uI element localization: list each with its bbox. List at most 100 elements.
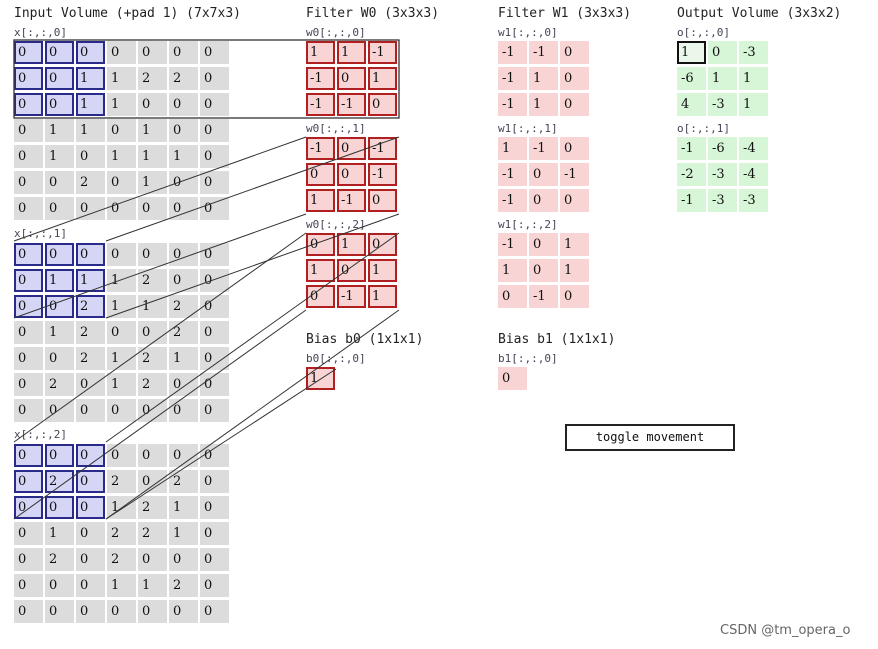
output-slice-1-cell: -3 (739, 189, 768, 212)
input-slice-1-cell: 1 (169, 347, 198, 370)
input-slice-0-cell: 0 (107, 119, 136, 142)
input-slice-2-cell: 0 (76, 522, 105, 545)
input-slice-2-cell: 0 (200, 522, 229, 545)
input-slice-1-cell: 0 (200, 269, 229, 292)
input-slice-1-cell: 0 (169, 269, 198, 292)
input-slice-1-cell: 0 (14, 347, 43, 370)
w1-slice-0-cell: -1 (529, 41, 558, 64)
input-slice-1-cell: 1 (76, 269, 105, 292)
input-slice-0-cell: 0 (14, 119, 43, 142)
input-slice-1-cell: 0 (200, 243, 229, 266)
w1-slice-0-cell: 1 (529, 93, 558, 116)
input-slice-1-cell: 0 (76, 399, 105, 422)
input-slice-1-cell: 0 (200, 399, 229, 422)
input-slice-1-cell: 2 (169, 321, 198, 344)
input-slice-2-cell: 1 (169, 496, 198, 519)
input-volume-title: Input Volume (+pad 1) (7x7x3) (14, 6, 241, 21)
input-slice-1-cell: 0 (138, 399, 167, 422)
input-slice-0-cell: 0 (169, 93, 198, 116)
w1-slice-2-cell: 0 (529, 259, 558, 282)
input-slice-0-cell: 0 (200, 119, 229, 142)
output-slice-1-cell: -4 (739, 137, 768, 160)
output-slice-0-cell: 1 (677, 41, 706, 64)
w1-slice-2-cell: 1 (560, 259, 589, 282)
w0-slice-1-cell: 1 (306, 189, 335, 212)
w0-slice-2-cell: 1 (368, 285, 397, 308)
w1-slice-label-2: w1[:,:,2] (498, 218, 558, 231)
input-slice-1-cell: 0 (169, 399, 198, 422)
w1-slice-0-cell: -1 (498, 67, 527, 90)
input-slice-0-cell: 0 (45, 67, 74, 90)
input-slice-2-cell: 0 (169, 600, 198, 623)
input-slice-2-cell: 2 (169, 470, 198, 493)
w0-slice-1-cell: -1 (337, 189, 366, 212)
input-slice-0-cell: 1 (45, 119, 74, 142)
input-slice-1-cell: 0 (200, 347, 229, 370)
input-slice-2-cell: 2 (107, 548, 136, 571)
input-slice-2-cell: 0 (107, 444, 136, 467)
w1-slice-2-cell: 0 (498, 285, 527, 308)
w1-slice-0-cell: 0 (560, 41, 589, 64)
input-slice-2-cell: 2 (138, 496, 167, 519)
w0-slice-1-cell: 0 (337, 137, 366, 160)
input-slice-2-cell: 0 (14, 574, 43, 597)
input-slice-0-cell: 0 (14, 41, 43, 64)
w1-slice-1-cell: 0 (529, 163, 558, 186)
input-slice-0-cell: 0 (45, 41, 74, 64)
output-slice-0-cell: 4 (677, 93, 706, 116)
w0-slice-0-cell: -1 (306, 67, 335, 90)
input-slice-0-cell: 1 (107, 93, 136, 116)
bias-b1-cell: 0 (498, 367, 527, 390)
output-slice-1-cell: -1 (677, 137, 706, 160)
input-slice-2-cell: 2 (107, 522, 136, 545)
output-slice-label-0: o[:,:,0] (677, 26, 730, 39)
input-slice-2-cell: 0 (138, 470, 167, 493)
output-slice-0-cell: -6 (677, 67, 706, 90)
input-slice-0-cell: 2 (76, 171, 105, 194)
input-slice-2-cell: 2 (138, 522, 167, 545)
output-slice-0-cell: 1 (708, 67, 737, 90)
input-slice-2-cell: 2 (45, 470, 74, 493)
input-slice-0-cell: 0 (169, 41, 198, 64)
b0-slice-label: b0[:,:,0] (306, 352, 366, 365)
w0-slice-2-cell: 0 (337, 259, 366, 282)
w0-slice-2-cell: 1 (337, 233, 366, 256)
input-slice-1-cell: 0 (107, 399, 136, 422)
w1-slice-0-cell: 0 (560, 93, 589, 116)
output-slice-1-cell: -6 (708, 137, 737, 160)
input-slice-0-cell: 1 (76, 119, 105, 142)
input-slice-2-cell: 0 (200, 444, 229, 467)
input-slice-0-cell: 0 (76, 145, 105, 168)
input-slice-0-cell: 0 (169, 171, 198, 194)
input-slice-2-cell: 1 (169, 522, 198, 545)
w1-slice-1-cell: 0 (529, 189, 558, 212)
w0-slice-0-cell: 1 (368, 67, 397, 90)
input-slice-0-cell: 0 (138, 41, 167, 64)
input-slice-2-cell: 1 (138, 574, 167, 597)
w1-slice-1-cell: 0 (560, 189, 589, 212)
w1-slice-1-cell: -1 (529, 137, 558, 160)
w0-slice-2-cell: 0 (306, 233, 335, 256)
input-slice-1-cell: 0 (45, 399, 74, 422)
filter-w1-title: Filter W1 (3x3x3) (498, 6, 632, 21)
input-slice-2-cell: 0 (76, 548, 105, 571)
input-slice-1-cell: 0 (14, 399, 43, 422)
input-slice-0-cell: 1 (45, 145, 74, 168)
input-slice-0-cell: 0 (45, 93, 74, 116)
w0-slice-1-cell: -1 (306, 137, 335, 160)
w1-slice-label-1: w1[:,:,1] (498, 122, 558, 135)
input-slice-0-cell: 1 (138, 119, 167, 142)
w0-slice-2-cell: 0 (306, 285, 335, 308)
input-slice-label-2: x[:,:,2] (14, 428, 67, 441)
input-slice-0-cell: 1 (138, 171, 167, 194)
bias-b0-title: Bias b0 (1x1x1) (306, 332, 424, 347)
w0-slice-0-cell: -1 (337, 93, 366, 116)
toggle-movement-button[interactable]: toggle movement (565, 424, 735, 451)
input-slice-1-cell: 0 (107, 243, 136, 266)
input-slice-1-cell: 0 (76, 373, 105, 396)
input-slice-0-cell: 1 (76, 67, 105, 90)
input-slice-0-cell: 0 (14, 171, 43, 194)
w1-slice-2-cell: -1 (498, 233, 527, 256)
input-slice-1-cell: 0 (45, 347, 74, 370)
w1-slice-0-cell: -1 (498, 93, 527, 116)
